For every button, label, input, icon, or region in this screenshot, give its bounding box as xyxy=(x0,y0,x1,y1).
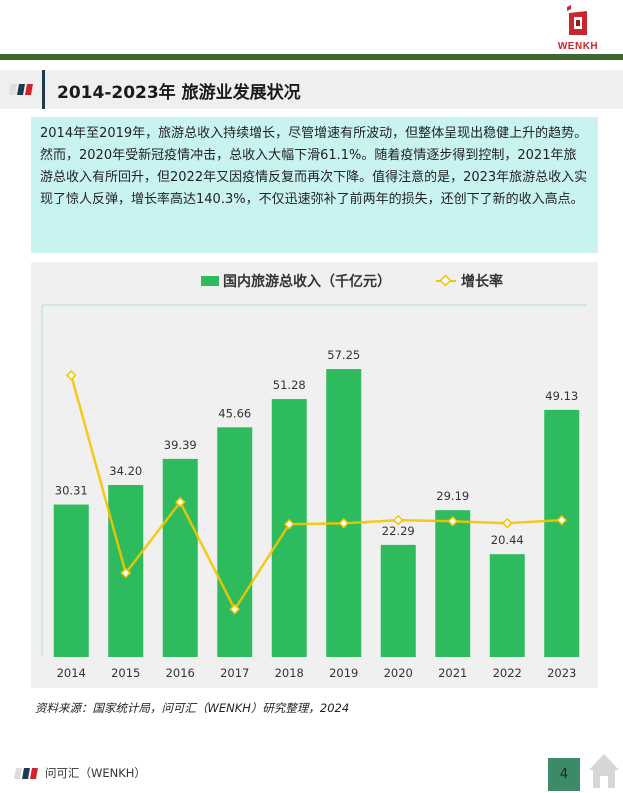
bar-2016 xyxy=(162,458,198,657)
legend-line-marker xyxy=(439,274,452,287)
bar-label-2018: 51.28 xyxy=(273,378,306,392)
header-divider xyxy=(0,54,623,60)
section-title-bar: 2014-2023年 旅游业发展状况 xyxy=(0,70,623,109)
x-tick-2014: 2014 xyxy=(57,666,86,680)
growth-point-2017 xyxy=(229,603,241,615)
footer-brand: 问可汇（WENKH） xyxy=(45,766,146,780)
growth-point-2018 xyxy=(283,518,295,530)
x-tick-2021: 2021 xyxy=(438,666,467,680)
x-tick-2019: 2019 xyxy=(329,666,358,680)
bar-2017 xyxy=(217,427,253,657)
bar-label-2019: 57.25 xyxy=(327,348,360,362)
footer: 问可汇（WENKH） xyxy=(14,765,146,781)
bar-label-2023: 49.13 xyxy=(545,389,578,403)
page-number: 4 xyxy=(548,758,580,791)
footer-flag-icon xyxy=(14,767,38,779)
growth-point-2020 xyxy=(392,514,404,526)
legend-line-label: 增长率 xyxy=(461,273,503,290)
growth-point-2021 xyxy=(447,515,459,527)
bar-2014 xyxy=(53,504,89,657)
x-tick-2022: 2022 xyxy=(493,666,522,680)
page-title: 2014-2023年 旅游业发展状况 xyxy=(57,83,301,103)
home-icon[interactable] xyxy=(588,752,620,790)
source-note: 资料来源：国家统计局，问可汇（WENKH）研究整理，2024 xyxy=(35,701,350,715)
logo-mark-icon xyxy=(567,5,587,35)
x-tick-2017: 2017 xyxy=(220,666,249,680)
bar-label-2016: 39.39 xyxy=(164,438,197,452)
growth-point-2015 xyxy=(120,567,132,579)
growth-point-2023 xyxy=(556,514,568,526)
x-tick-2023: 2023 xyxy=(547,666,576,680)
summary-text: 2014年至2019年，旅游总收入持续增长，尽管增速有所波动，但整体呈现出稳健上… xyxy=(31,117,598,253)
bar-2020 xyxy=(380,544,416,657)
logo-text: WENKH xyxy=(557,41,599,52)
legend-bar-swatch xyxy=(201,276,219,286)
bar-label-2020: 22.29 xyxy=(382,524,415,538)
growth-point-2019 xyxy=(338,517,350,529)
bar-2019 xyxy=(326,369,362,657)
flag-stripes-icon xyxy=(9,84,33,95)
chart-panel: 国内旅游总收入（千亿元） 增长率 30.31 2014 34.20 2015 39.39 20… xyxy=(31,262,598,688)
title-divider xyxy=(42,70,45,109)
growth-point-2016 xyxy=(174,496,186,508)
bar-label-2022: 20.44 xyxy=(491,533,524,547)
x-tick-2020: 2020 xyxy=(384,666,413,680)
x-tick-2016: 2016 xyxy=(166,666,195,680)
bar-2022 xyxy=(489,554,525,657)
bar-label-2014: 30.31 xyxy=(55,484,88,498)
growth-point-2022 xyxy=(501,517,513,529)
bar-2023 xyxy=(544,409,580,657)
bar-2021 xyxy=(435,510,471,657)
wenkh-logo: WENKH xyxy=(548,5,608,52)
x-tick-2018: 2018 xyxy=(275,666,304,680)
legend-bar-label: 国内旅游总收入（千亿元） xyxy=(223,273,391,290)
growth-point-2014 xyxy=(65,370,77,381)
growth-line xyxy=(70,374,562,612)
bar-label-2015: 34.20 xyxy=(109,464,142,478)
combo-chart: 国内旅游总收入（千亿元） 增长率 30.31 2014 34.20 2015 39.39 20… xyxy=(41,273,587,680)
bar-label-2021: 29.19 xyxy=(436,489,469,503)
x-tick-2015: 2015 xyxy=(111,666,140,680)
bar-label-2017: 45.66 xyxy=(218,406,251,420)
